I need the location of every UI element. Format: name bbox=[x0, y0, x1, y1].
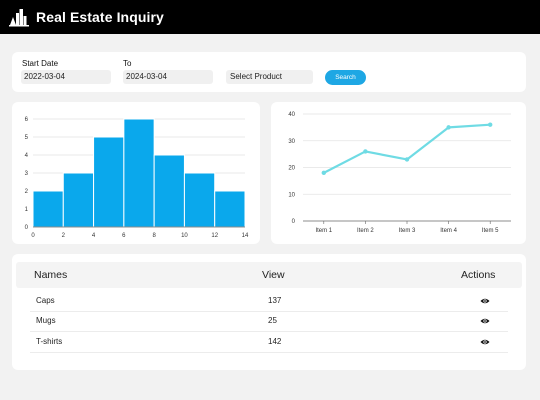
row-name: Caps bbox=[36, 296, 55, 305]
histogram-y-tick: 2 bbox=[25, 189, 29, 195]
histogram-x-tick: 12 bbox=[211, 233, 218, 239]
end-date-input[interactable]: 2024-03-04 bbox=[123, 70, 213, 84]
histogram-y-tick: 0 bbox=[25, 225, 29, 231]
line-chart-series bbox=[323, 123, 491, 174]
histogram-bar bbox=[123, 118, 155, 228]
row-name: Mugs bbox=[36, 316, 56, 325]
histogram-x-tick: 8 bbox=[152, 233, 156, 239]
line-chart-y-tick: 30 bbox=[288, 139, 295, 145]
line-chart-y-tick: 10 bbox=[288, 192, 295, 198]
product-select[interactable]: Select Product bbox=[226, 70, 313, 84]
line-chart-y-tick: 40 bbox=[288, 112, 295, 118]
actions-column-header: Actions bbox=[461, 269, 496, 281]
histogram-y-tick: 1 bbox=[25, 207, 29, 213]
eye-icon[interactable] bbox=[480, 317, 490, 325]
start-date-input[interactable]: 2022-03-04 bbox=[21, 70, 111, 84]
histogram-x-tick: 0 bbox=[31, 233, 35, 239]
line-chart-y-tick: 0 bbox=[292, 219, 296, 225]
names-column-header: Names bbox=[34, 269, 68, 281]
histogram-bar bbox=[214, 190, 246, 228]
histogram-x-tick: 6 bbox=[122, 233, 126, 239]
eye-icon[interactable] bbox=[480, 297, 490, 305]
table-row: Mugs 25 bbox=[30, 312, 508, 332]
histogram-y-tick: 4 bbox=[25, 153, 29, 159]
search-button[interactable]: Search bbox=[325, 70, 366, 85]
histogram-bar bbox=[62, 172, 95, 228]
histogram-y-tick: 6 bbox=[25, 117, 29, 123]
histogram-x-tick: 10 bbox=[181, 233, 188, 239]
line-chart-x-tick: Item 5 bbox=[482, 228, 499, 234]
line-chart-y-tick: 20 bbox=[288, 166, 295, 172]
line-chart-x-tick: Item 1 bbox=[315, 228, 332, 234]
histogram-y-tick: 5 bbox=[25, 135, 29, 141]
histogram-bar bbox=[32, 190, 64, 228]
filter-panel: Start Date 2022-03-04 To 2024-03-04 Sele… bbox=[12, 52, 526, 92]
city-skyline-icon bbox=[9, 9, 29, 27]
line-chart-x-tick: Item 2 bbox=[357, 228, 374, 234]
histogram-x-tick: 2 bbox=[62, 233, 66, 239]
line-chart-x-tick: Item 4 bbox=[440, 228, 457, 234]
table-header: Names View Actions bbox=[16, 262, 522, 288]
start-date-label: Start Date bbox=[22, 59, 59, 68]
line-chart-point bbox=[446, 125, 451, 130]
end-date-label: To bbox=[123, 59, 132, 68]
table-row: T-shirts 142 bbox=[30, 333, 508, 353]
histogram-y-tick: 3 bbox=[25, 171, 29, 177]
histogram-bar bbox=[153, 154, 185, 228]
row-view-count: 142 bbox=[268, 337, 282, 346]
line-chart-point bbox=[363, 149, 368, 154]
table-row: Caps 137 bbox=[30, 292, 508, 312]
line-chart-point bbox=[404, 157, 410, 162]
histogram-bar bbox=[183, 172, 216, 228]
products-table: Names View Actions Caps 137 Mugs 25 T-shirts… bbox=[12, 254, 526, 370]
histogram-x-tick: 14 bbox=[242, 233, 249, 239]
top-bar: Real Estate Inquiry bbox=[0, 0, 540, 34]
line-chart: 0 10 20 30 40 Item 1 Item 2 Item 3 Item 4 Item 5 bbox=[288, 112, 511, 234]
line-chart-point bbox=[321, 170, 326, 176]
row-view-count: 25 bbox=[268, 316, 277, 325]
histogram-card: 0 1 2 3 4 5 6 0 2 4 6 8 10 12 14 bbox=[12, 102, 260, 244]
line-chart-point bbox=[488, 122, 493, 127]
app-title: Real Estate Inquiry bbox=[36, 9, 164, 25]
view-column-header: View bbox=[262, 269, 285, 281]
row-view-count: 137 bbox=[268, 296, 282, 305]
histogram-x-tick: 4 bbox=[92, 233, 96, 239]
histogram-bar bbox=[93, 136, 125, 228]
eye-icon[interactable] bbox=[480, 338, 490, 346]
row-name: T-shirts bbox=[36, 337, 63, 346]
line-chart-card: 0 10 20 30 40 Item 1 Item 2 Item 3 Item 4 Item 5 bbox=[271, 102, 526, 244]
line-chart-x-tick: Item 3 bbox=[399, 228, 416, 234]
